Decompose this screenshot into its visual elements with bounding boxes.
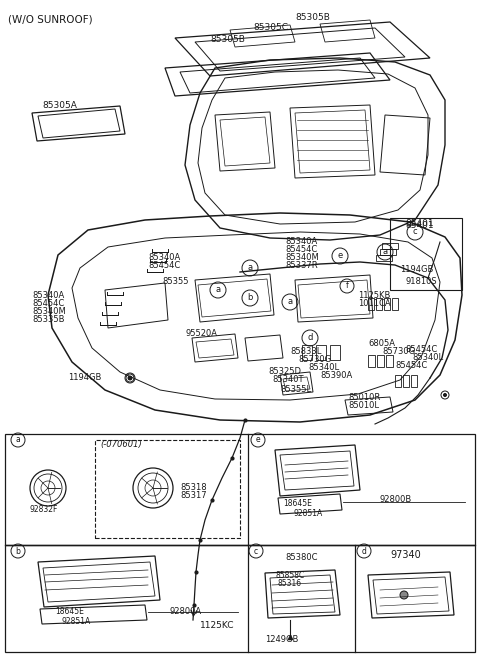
- Text: 85454C: 85454C: [32, 298, 64, 307]
- Text: a: a: [288, 298, 293, 307]
- Text: 92851A: 92851A: [293, 509, 322, 518]
- Text: 85337R: 85337R: [285, 261, 318, 271]
- Text: 1011CA: 1011CA: [358, 300, 391, 309]
- Bar: [5, 545, 475, 652]
- Text: 1125KC: 1125KC: [200, 620, 235, 629]
- Text: 85340L: 85340L: [308, 363, 339, 373]
- Circle shape: [129, 376, 132, 380]
- Text: 97340: 97340: [390, 550, 421, 560]
- Text: 85355: 85355: [162, 277, 189, 286]
- Text: b: b: [247, 294, 252, 302]
- Text: 85355L: 85355L: [280, 386, 311, 394]
- Text: 18645E: 18645E: [283, 499, 312, 507]
- Text: f: f: [346, 281, 348, 290]
- Text: 85340A: 85340A: [148, 254, 180, 263]
- Text: 85305B: 85305B: [210, 35, 245, 43]
- Text: e: e: [256, 436, 260, 445]
- Text: 85305C: 85305C: [253, 24, 288, 32]
- Circle shape: [444, 394, 446, 397]
- Text: 85340M: 85340M: [32, 307, 66, 315]
- Text: 85340A: 85340A: [32, 290, 64, 300]
- Text: 91810S: 91810S: [405, 277, 437, 286]
- Circle shape: [128, 376, 132, 380]
- Text: 92832F: 92832F: [30, 505, 59, 514]
- Text: 85858C: 85858C: [275, 572, 304, 581]
- Text: 1194GB: 1194GB: [68, 373, 101, 382]
- Text: a: a: [383, 248, 387, 256]
- Text: 85454C: 85454C: [395, 361, 427, 371]
- Text: 85833L: 85833L: [290, 348, 322, 357]
- Text: a: a: [247, 263, 252, 273]
- Text: (W/O SUNROOF): (W/O SUNROOF): [8, 14, 93, 24]
- Text: 85318: 85318: [180, 482, 206, 491]
- Text: 85454C: 85454C: [405, 346, 437, 355]
- Text: a: a: [216, 286, 221, 294]
- Text: 85454C: 85454C: [148, 261, 180, 271]
- Text: 85401: 85401: [405, 219, 433, 229]
- Text: 1194GB: 1194GB: [400, 265, 433, 275]
- Text: 85325D: 85325D: [268, 367, 301, 376]
- Text: 92851A: 92851A: [62, 618, 91, 627]
- Text: 85454C: 85454C: [285, 246, 317, 254]
- Text: 85305A: 85305A: [42, 101, 77, 110]
- Text: 85730G: 85730G: [298, 355, 331, 365]
- Text: 85390A: 85390A: [320, 371, 352, 380]
- Text: 95520A: 95520A: [185, 328, 217, 338]
- Text: 6805A: 6805A: [368, 340, 395, 348]
- Text: 85340T: 85340T: [272, 376, 303, 384]
- Text: 1125KB: 1125KB: [358, 292, 390, 300]
- Circle shape: [400, 591, 408, 599]
- Text: 85317: 85317: [180, 491, 206, 501]
- Text: 85340L: 85340L: [412, 353, 443, 363]
- Text: b: b: [15, 547, 21, 556]
- Text: a: a: [16, 436, 20, 445]
- Text: 85340M: 85340M: [285, 254, 319, 263]
- Text: c: c: [413, 227, 417, 237]
- Text: 85010L: 85010L: [348, 401, 379, 409]
- Text: 85010R: 85010R: [348, 392, 380, 401]
- Text: 85340A: 85340A: [285, 237, 317, 246]
- Bar: [5, 434, 475, 545]
- Text: 85730G: 85730G: [382, 348, 415, 357]
- Bar: [95, 440, 240, 538]
- Text: 85316: 85316: [278, 579, 302, 589]
- Text: d: d: [307, 334, 312, 342]
- Text: (-070601): (-070601): [100, 440, 142, 449]
- Text: 85380C: 85380C: [285, 553, 317, 562]
- Text: 1249GB: 1249GB: [265, 635, 299, 645]
- Text: 92800A: 92800A: [170, 608, 202, 616]
- Text: c: c: [254, 547, 258, 556]
- Text: 85401: 85401: [405, 221, 433, 229]
- Text: 85305B: 85305B: [295, 12, 330, 22]
- Text: 85335B: 85335B: [32, 315, 64, 323]
- Text: e: e: [337, 252, 343, 260]
- Text: d: d: [361, 547, 366, 556]
- Text: 18645E: 18645E: [55, 606, 84, 616]
- Bar: [390, 218, 462, 290]
- Text: 92800B: 92800B: [380, 495, 412, 505]
